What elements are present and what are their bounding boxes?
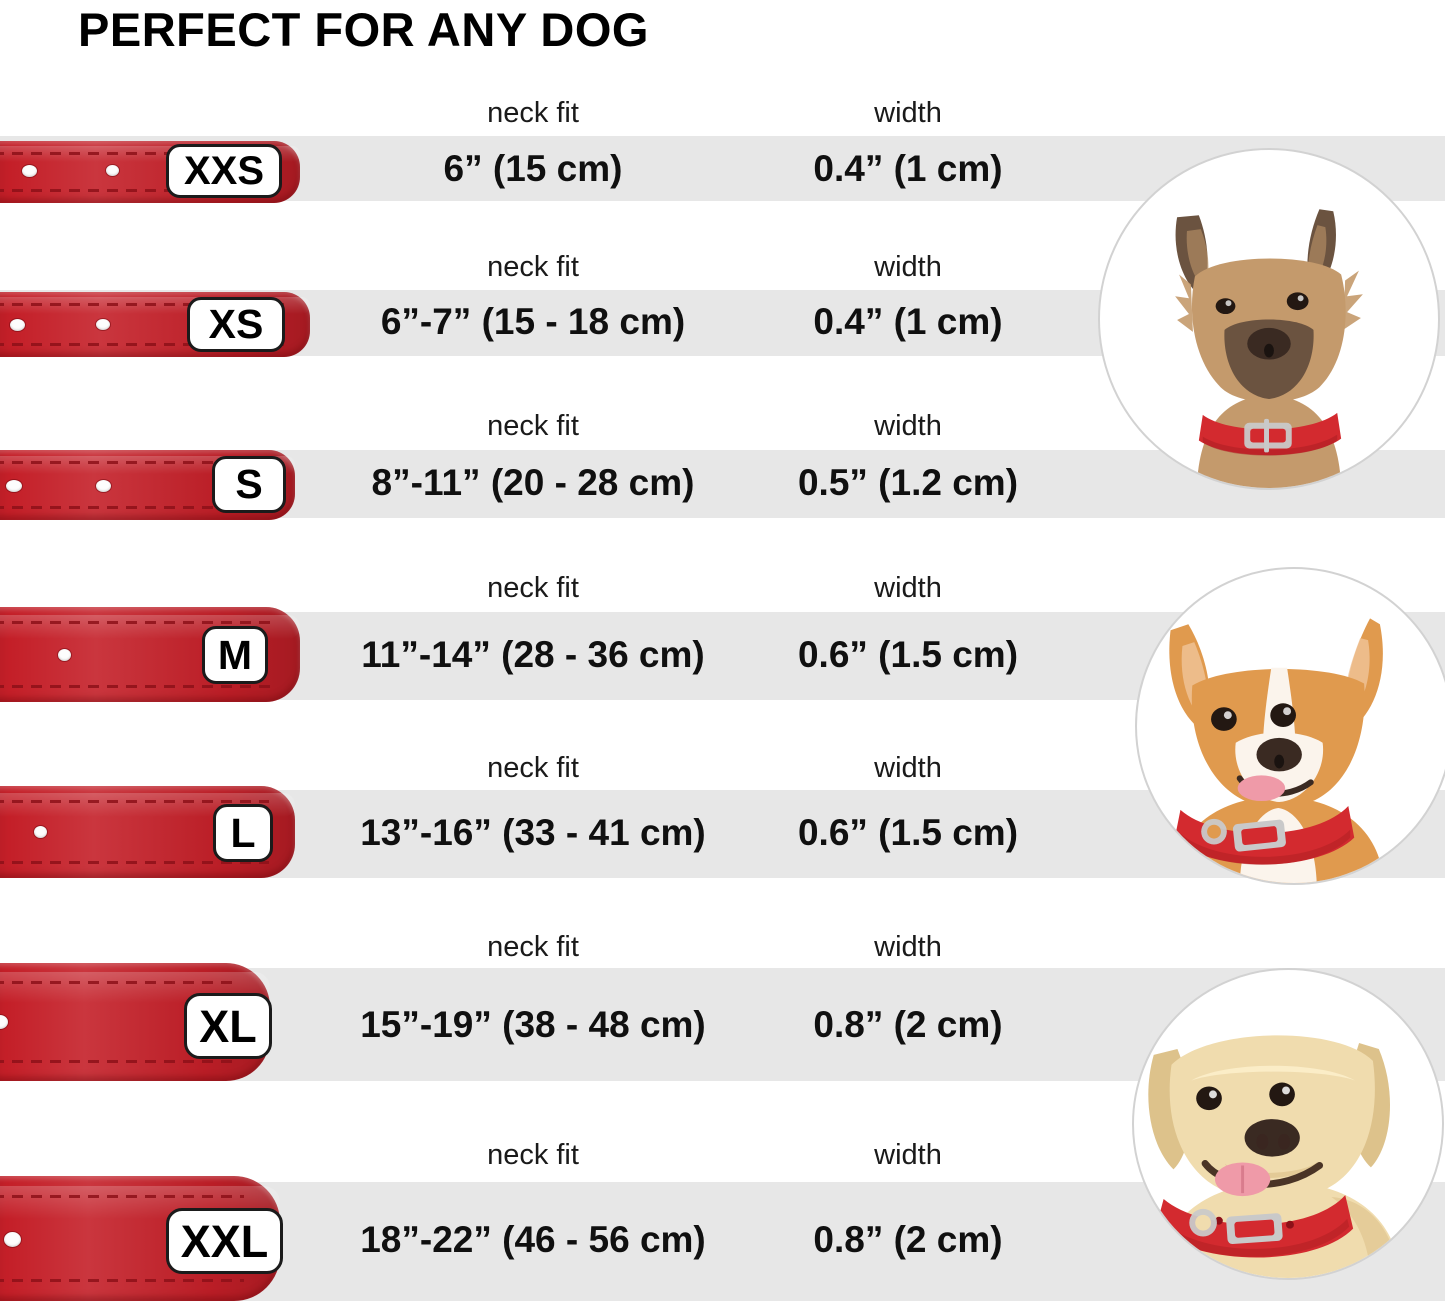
width-value: 0.8” (2 cm) <box>813 1219 1003 1260</box>
size-badge-xxs: XXS <box>166 144 282 198</box>
punch-hole <box>22 165 37 177</box>
size-badge-s: S <box>212 456 286 513</box>
stitch-line-bottom <box>0 506 269 509</box>
column-header-width: width <box>874 752 942 784</box>
size-badge-xxl: XXL <box>166 1208 283 1274</box>
punch-hole <box>34 826 47 838</box>
column-header-neck-fit: neck fit <box>487 410 579 442</box>
punch-hole <box>106 165 119 176</box>
corgi-photo <box>1135 567 1445 885</box>
width-value: 0.5” (1.2 cm) <box>797 462 1019 503</box>
column-header-width: width <box>874 572 942 604</box>
column-header-neck-fit: neck fit <box>487 572 579 604</box>
column-header-width: width <box>874 410 942 442</box>
column-header-width: width <box>874 97 942 129</box>
column-header-neck-fit: neck fit <box>487 251 579 283</box>
stitch-line-bottom <box>0 1279 244 1282</box>
punch-hole <box>10 319 25 331</box>
stitch-line-bottom <box>0 685 274 688</box>
stitch-line-top <box>0 981 236 984</box>
stitch-line-bottom <box>0 189 274 192</box>
stitch-line-bottom <box>0 861 269 864</box>
stitch-line-top <box>0 461 269 464</box>
width-value: 0.4” (1 cm) <box>813 301 1003 342</box>
cairn-terrier-photo <box>1098 148 1440 490</box>
neck-fit-value: 6” (15 cm) <box>443 148 623 189</box>
punch-hole <box>4 1232 21 1247</box>
column-header-width: width <box>874 931 942 963</box>
stitch-line-top <box>0 1195 244 1198</box>
size-badge-l: L <box>213 804 273 862</box>
corgi-illustration <box>1169 618 1384 883</box>
punch-hole <box>0 1015 8 1029</box>
stitch-line-top <box>0 303 284 306</box>
width-value: 0.6” (1.5 cm) <box>797 634 1019 675</box>
stitch-line-top <box>0 800 269 803</box>
labrador-illustration <box>1148 1035 1401 1278</box>
punch-hole <box>96 480 111 492</box>
punch-hole <box>96 319 110 330</box>
size-badge-xs: XS <box>187 297 285 352</box>
neck-fit-value: 18”-22” (46 - 56 cm) <box>360 1219 706 1260</box>
size-badge-xl: XL <box>184 993 272 1059</box>
column-header-neck-fit: neck fit <box>487 97 579 129</box>
neck-fit-value: 15”-19” (38 - 48 cm) <box>360 1004 706 1045</box>
neck-fit-value: 8”-11” (20 - 28 cm) <box>371 462 695 503</box>
punch-hole <box>58 649 71 661</box>
column-header-width: width <box>874 1139 942 1171</box>
width-value: 0.4” (1 cm) <box>813 148 1003 189</box>
column-header-neck-fit: neck fit <box>487 752 579 784</box>
neck-fit-value: 11”-14” (28 - 36 cm) <box>361 634 705 675</box>
page-title: PERFECT FOR ANY DOG <box>78 3 649 56</box>
width-value: 0.8” (2 cm) <box>813 1004 1003 1045</box>
neck-fit-value: 6”-7” (15 - 18 cm) <box>380 301 686 342</box>
size-badge-m: M <box>202 626 268 684</box>
neck-fit-value: 13”-16” (33 - 41 cm) <box>360 812 706 853</box>
column-header-neck-fit: neck fit <box>487 1139 579 1171</box>
labrador-photo <box>1132 968 1444 1280</box>
stitch-line-bottom <box>0 343 284 346</box>
cairn-terrier-illustration <box>1175 209 1363 488</box>
width-value: 0.6” (1.5 cm) <box>797 812 1019 853</box>
stitch-line-bottom <box>0 1060 236 1063</box>
column-header-width: width <box>874 251 942 283</box>
punch-hole <box>6 480 22 492</box>
column-header-neck-fit: neck fit <box>487 931 579 963</box>
stitch-line-top <box>0 621 274 624</box>
stitch-line-top <box>0 152 274 155</box>
